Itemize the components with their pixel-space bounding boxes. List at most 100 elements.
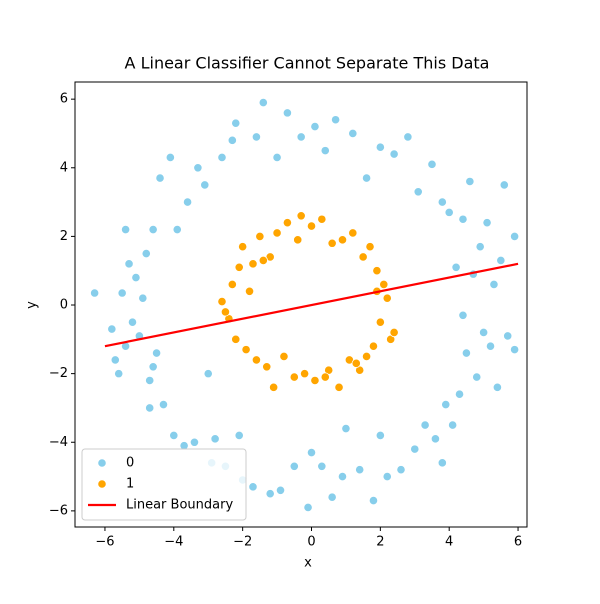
legend-label: 0 [126,456,134,471]
point [303,502,313,513]
point [396,465,406,475]
point [454,389,465,399]
point [248,259,258,269]
point [300,369,310,379]
point [361,351,372,362]
point [375,142,385,152]
point [289,372,299,382]
y-axis-label: y [25,301,40,309]
point [145,403,155,413]
point [282,218,293,228]
point [465,176,475,187]
point [441,399,451,410]
point [310,375,320,386]
point [265,489,275,499]
point [138,293,148,303]
point [114,369,124,379]
point [165,152,175,163]
point [510,345,520,355]
point [258,97,268,108]
point [220,307,231,317]
point [451,262,461,272]
point [241,345,251,355]
point [368,341,379,351]
point [337,235,348,245]
point [182,197,193,207]
point [272,228,282,238]
point [420,420,430,430]
point [485,341,496,351]
point [107,324,117,334]
point [448,420,458,430]
point [496,255,506,266]
point [306,447,317,458]
point [482,218,492,228]
point [124,259,134,269]
legend-label: Linear Boundary [126,498,233,513]
point [234,262,244,272]
point [169,430,179,440]
legend-label: 1 [126,477,134,492]
point [172,224,182,235]
x-tick-label: 4 [445,535,453,550]
point [458,310,468,320]
point [317,214,327,224]
point [258,255,268,266]
point [389,327,399,338]
point [437,458,447,468]
point [361,173,372,183]
point [382,293,392,303]
point [227,279,237,290]
point [375,317,385,327]
point [444,207,454,217]
point [437,197,447,207]
point [148,224,158,235]
point [272,152,282,163]
point [193,163,203,173]
x-tick-label: 2 [376,535,384,550]
point [279,351,289,362]
point [282,108,293,118]
point [296,211,306,221]
x-tick-label: −2 [233,535,252,550]
y-tick-label: −6 [49,503,68,518]
point [413,187,423,197]
y-tick-label: 0 [60,298,68,313]
point [479,327,489,338]
point [317,461,327,471]
point [234,430,244,440]
point [148,362,158,372]
point [251,132,262,142]
point [348,228,358,238]
point [231,334,241,344]
point [375,430,385,440]
point [489,279,499,290]
point [275,485,286,495]
point [306,221,317,231]
point [368,495,379,506]
point [351,358,361,368]
point [503,331,513,341]
point [121,224,131,235]
point [410,444,420,454]
point [248,482,258,492]
point [200,180,210,190]
point [251,355,262,365]
point [255,231,265,241]
legend-marker [97,479,107,489]
plot-frame [74,81,528,528]
point [427,159,437,169]
point [334,382,344,392]
y-tick-label: 4 [60,160,68,175]
point [492,382,502,392]
point [262,362,272,372]
point [217,152,227,163]
point [472,372,482,382]
point [337,471,348,482]
point [403,132,413,142]
point [461,348,472,358]
point [155,173,165,183]
legend-marker [97,458,107,468]
point [145,375,155,386]
